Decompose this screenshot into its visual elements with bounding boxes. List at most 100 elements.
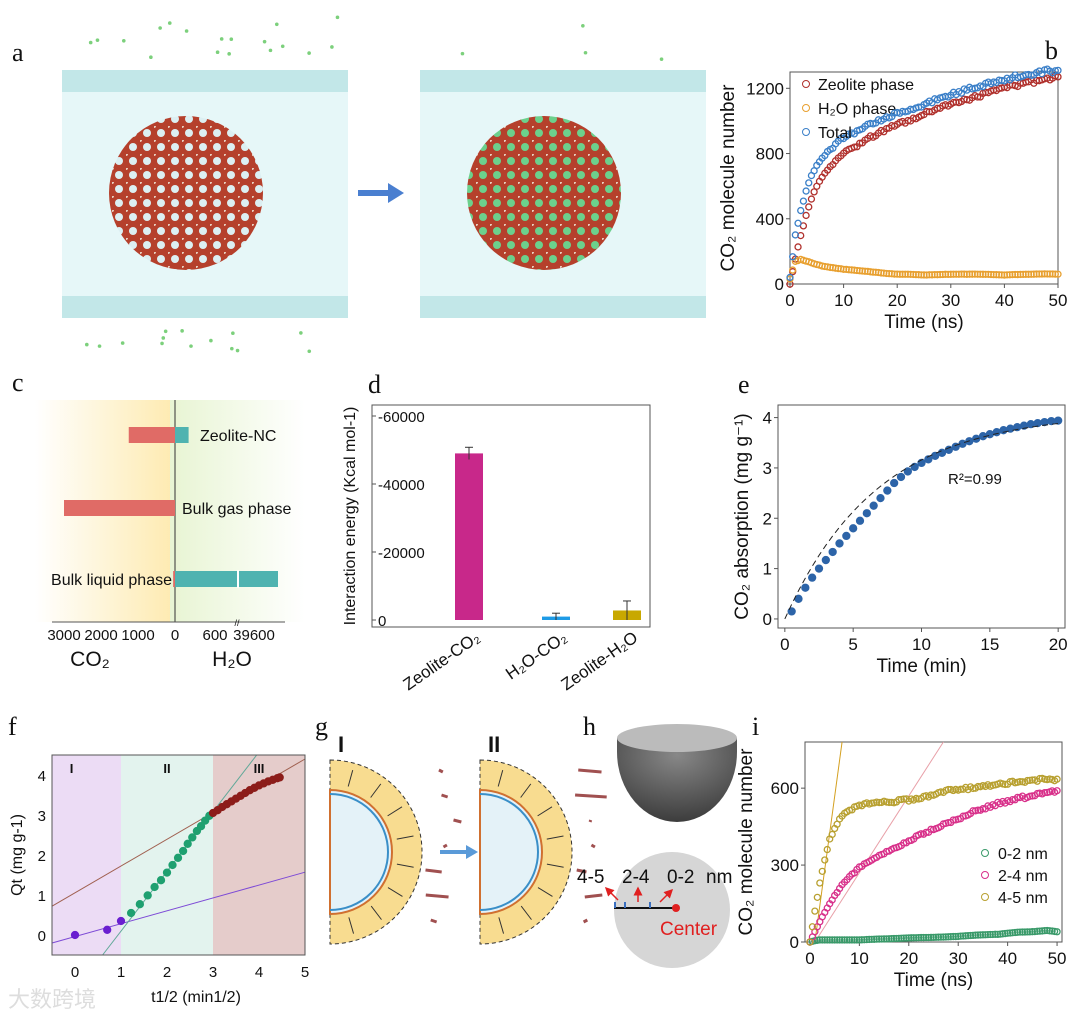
a-co2-molecule <box>85 343 89 347</box>
a-graphene-top <box>420 70 706 92</box>
e-point <box>809 574 816 581</box>
a-co2-molecule <box>330 45 334 49</box>
i-plot-frame <box>805 742 1062 942</box>
e-y-tick-label: 0 <box>763 610 772 629</box>
b-legend-label: Total <box>818 125 852 142</box>
e-point <box>939 449 946 456</box>
a-co2-molecule <box>584 51 588 55</box>
b-Total-point <box>795 220 801 226</box>
d-x-tick-label: Zeolite-CO₂ <box>400 628 484 694</box>
e-y-tick-label: 2 <box>763 509 772 528</box>
a-co2-molecule <box>209 339 213 343</box>
b-Zeolite-phase-point <box>795 244 801 250</box>
a-co2-molecule <box>581 24 585 28</box>
i-4-5nm-point <box>814 894 820 900</box>
b-y-tick-label: 800 <box>756 145 784 164</box>
f-y-tick-label: 2 <box>38 848 46 865</box>
e-point <box>843 532 850 539</box>
a-co2-molecule <box>220 37 224 41</box>
b-Total-point <box>806 180 812 186</box>
b-y-tick-label: 400 <box>756 210 784 229</box>
a-co2-molecule <box>336 16 340 20</box>
f-II-point <box>184 840 191 847</box>
a-co2-molecule <box>89 41 93 45</box>
f-region-label: I <box>70 761 74 776</box>
f-III-point <box>276 774 283 781</box>
h-zone-label: 4-5 <box>577 867 604 888</box>
e-x-tick-label: 15 <box>980 635 999 654</box>
a-co2-molecule <box>227 52 231 56</box>
b-x-tick-label: 10 <box>834 291 853 310</box>
h-zone-label: 0-2 <box>667 867 694 888</box>
e-y-tick-label: 3 <box>763 459 772 478</box>
e-point <box>850 525 857 532</box>
e-point <box>1055 417 1062 424</box>
a-co2-molecule <box>299 331 303 335</box>
f-II-point <box>169 862 176 869</box>
f-x-tick-label: 4 <box>255 964 263 981</box>
e-x-tick-label: 10 <box>912 635 931 654</box>
i-x-tick-label: 20 <box>899 949 918 968</box>
e-point <box>802 584 809 591</box>
i-y-tick-label: 300 <box>771 856 799 875</box>
g-stage-label: I <box>338 732 344 757</box>
d-y-tick-label: -20000 <box>378 545 425 562</box>
c-bar-co2 <box>173 571 175 587</box>
i-legend-marker <box>982 850 989 857</box>
e-annotation: R²=0.99 <box>948 471 1002 488</box>
a-co2-molecule <box>263 40 267 44</box>
g-co2-molecule <box>426 895 449 897</box>
h-unit-label: nm <box>706 867 732 888</box>
a-co2-molecule <box>461 52 465 56</box>
b-y-tick-label: 1200 <box>746 79 784 98</box>
a-co2-molecule <box>168 21 172 25</box>
f-x-tick-label: 1 <box>117 964 125 981</box>
d-bar <box>455 453 483 620</box>
f-region-label: II <box>163 761 170 776</box>
f-II-point <box>128 910 135 917</box>
g-arrow-icon <box>466 845 478 859</box>
a-zeolite-nanocrystal <box>467 116 621 270</box>
g-co2-molecule <box>585 895 603 897</box>
f-x-tick-label: 3 <box>209 964 217 981</box>
a-co2-molecule <box>185 29 189 33</box>
h-hemisphere-top <box>617 724 737 752</box>
a-co2-molecule <box>96 38 100 42</box>
a-co2-molecule <box>307 51 311 55</box>
e-point <box>891 480 898 487</box>
e-x-tick-label: 5 <box>848 635 857 654</box>
g-co2-molecule <box>439 770 443 772</box>
i-legend-label: 0-2 nm <box>998 846 1048 863</box>
a-co2-molecule <box>231 331 235 335</box>
e-point <box>816 565 823 572</box>
f-y-tick-label: 0 <box>38 928 46 945</box>
f-II-point <box>144 892 151 899</box>
a-co2-molecule <box>149 55 153 59</box>
a-graphene-bottom <box>420 296 706 318</box>
e-point <box>945 446 952 453</box>
d-plot-frame <box>372 405 650 627</box>
e-y-tick-label: 1 <box>763 560 772 579</box>
f-II-point <box>189 834 196 841</box>
i-4-5nm-point <box>817 880 823 886</box>
a-co2-molecule <box>216 50 220 54</box>
g-co2-molecule <box>425 870 441 872</box>
f-II-point <box>180 848 187 855</box>
c-x-tick-label: 2000 <box>84 627 117 644</box>
f-region-II <box>121 755 213 955</box>
a-co2-molecule <box>275 23 279 27</box>
e-point <box>898 473 905 480</box>
g-co2-molecule <box>454 820 462 822</box>
g-co2-molecule <box>443 845 446 847</box>
a-graphene-top <box>62 70 348 92</box>
i-4-5nm-point <box>812 908 818 914</box>
c-axis-break-gap <box>237 570 239 588</box>
d-x-tick-label: H₂O-CO₂ <box>502 628 570 684</box>
e-y-axis-label: CO₂ absorption (mg g⁻¹) <box>732 413 753 619</box>
a-co2-molecule <box>164 330 168 334</box>
d-y-tick-label: -60000 <box>378 409 425 426</box>
i-y-tick-label: 600 <box>771 779 799 798</box>
e-point <box>877 495 884 502</box>
e-plot-frame <box>778 405 1065 628</box>
i-legend-marker <box>982 894 989 901</box>
